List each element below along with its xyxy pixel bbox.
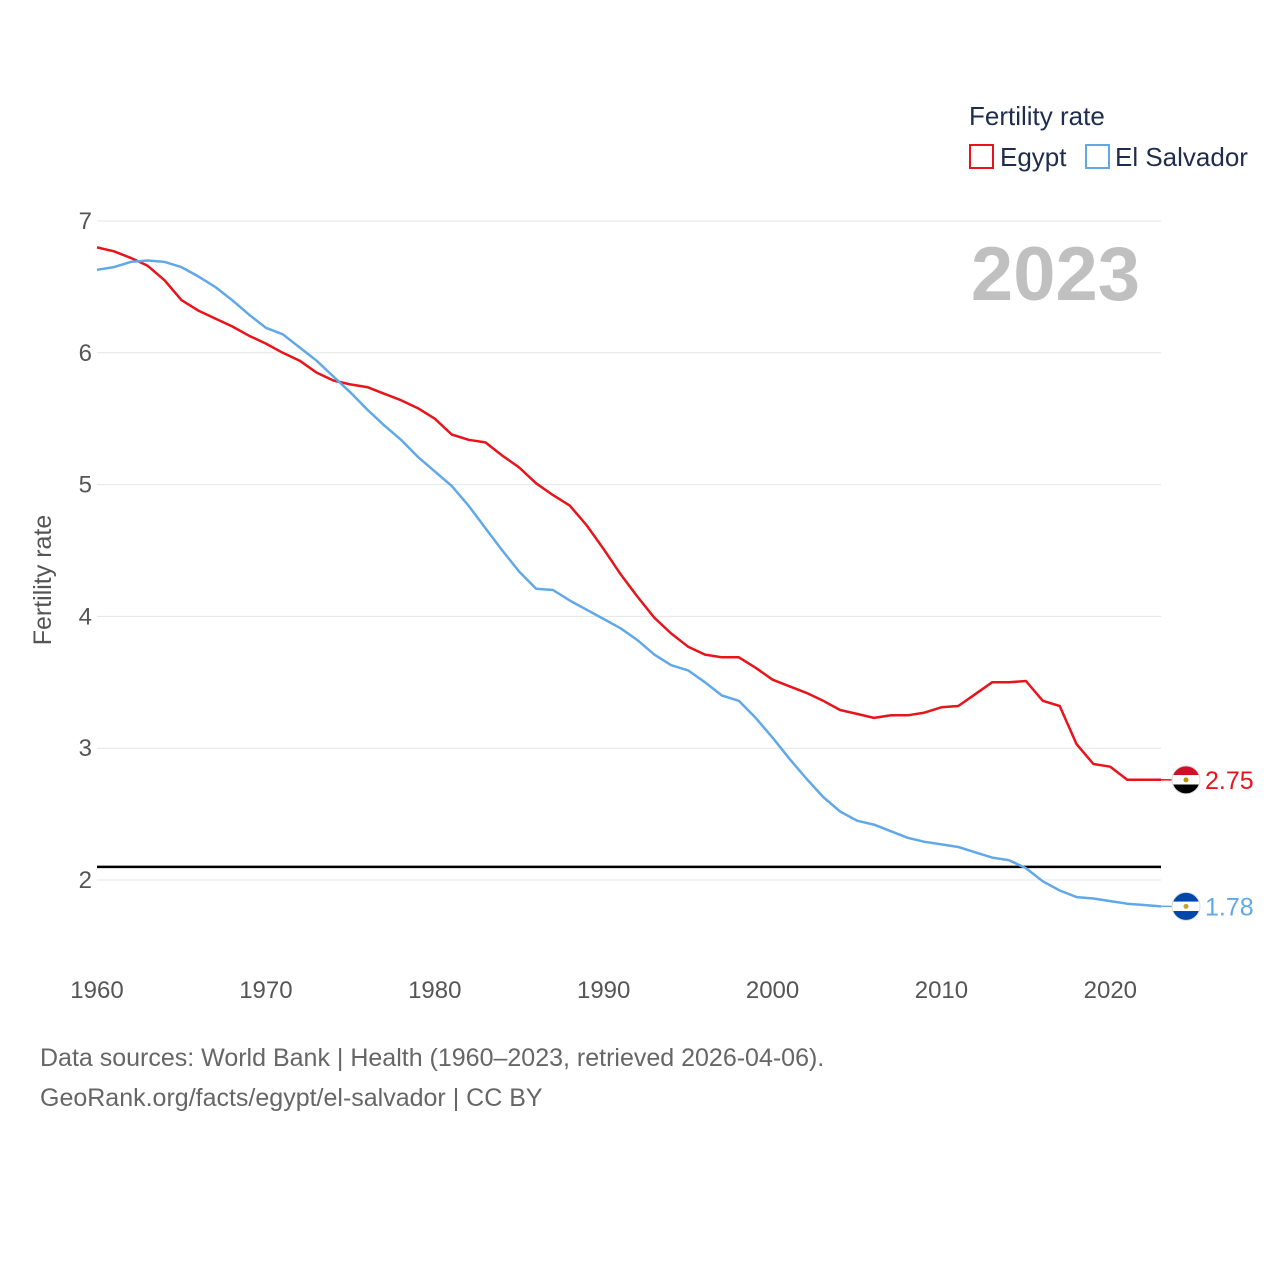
x-tick-label: 2020 <box>1084 977 1137 1004</box>
end-value-label-egypt: 2.75 <box>1205 767 1254 795</box>
legend-label-el-salvador: El Salvador <box>1115 142 1248 172</box>
x-tick-label: 2000 <box>746 977 799 1004</box>
year-watermark: 2023 <box>971 232 1140 317</box>
x-tick-label: 1990 <box>577 977 630 1004</box>
legend-label-egypt: Egypt <box>1000 142 1067 172</box>
y-tick-label: 5 <box>79 472 92 499</box>
flag-egypt-icon <box>1171 765 1201 795</box>
series-line-egypt[interactable] <box>96 246 1161 782</box>
series-line-el-salvador[interactable] <box>96 259 1162 908</box>
y-axis-title: Fertility rate <box>29 515 57 646</box>
footer-sources: Data sources: World Bank | Health (1960–… <box>40 1044 825 1072</box>
y-tick-label: 6 <box>79 340 92 367</box>
legend-item-el-salvador[interactable]: El Salvador <box>1085 142 1248 172</box>
end-value-label-el-salvador: 1.78 <box>1205 893 1254 921</box>
flag-el-salvador-icon <box>1171 891 1201 921</box>
legend-swatch-egypt <box>969 144 994 169</box>
y-tick-label: 4 <box>79 603 92 630</box>
series-lines <box>96 246 1162 908</box>
y-tick-label: 7 <box>79 208 92 235</box>
legend-title: Fertility rate <box>969 101 1105 131</box>
legend-item-egypt[interactable]: Egypt <box>969 142 1067 172</box>
x-axis-ticks: 1960 1970 1980 1990 2000 2010 2020 <box>70 977 1137 1004</box>
y-axis-ticks: 2 3 4 5 6 7 <box>79 208 92 894</box>
x-tick-label: 2010 <box>915 977 968 1004</box>
x-tick-label: 1980 <box>408 977 461 1004</box>
y-tick-label: 3 <box>79 735 92 762</box>
end-labels: 2.75 1.78 <box>1161 765 1254 921</box>
y-tick-label: 2 <box>79 867 92 894</box>
gridlines <box>97 220 1161 881</box>
x-tick-label: 1960 <box>70 977 123 1004</box>
legend-swatch-el-salvador <box>1085 144 1110 169</box>
footer-credit[interactable]: GeoRank.org/facts/egypt/el-salvador | CC… <box>40 1084 543 1112</box>
x-tick-label: 1970 <box>239 977 292 1004</box>
